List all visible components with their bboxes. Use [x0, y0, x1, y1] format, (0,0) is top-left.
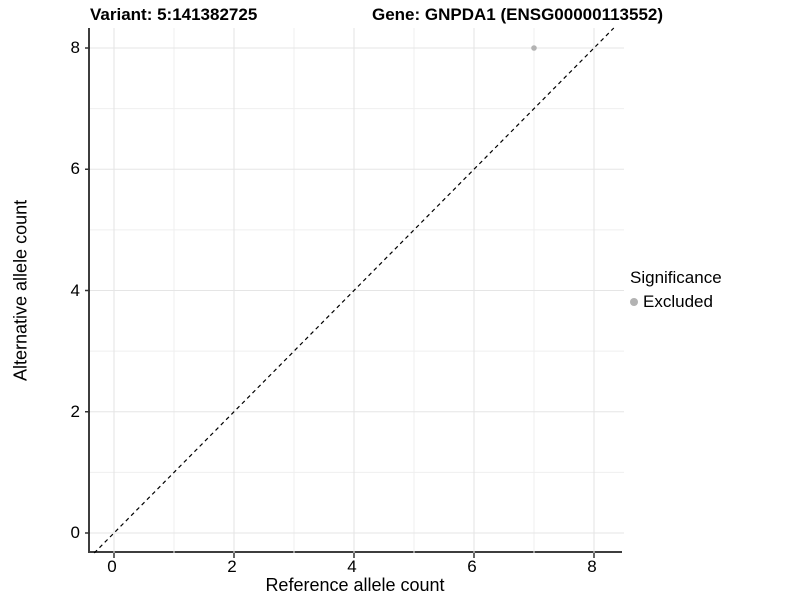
gene-title: Gene: GNPDA1 (ENSG00000113552) — [372, 5, 664, 24]
y-tick-label: 6 — [70, 159, 80, 179]
variant-title: Variant: 5:141382725 — [90, 5, 258, 24]
x-tick-label: 4 — [347, 557, 357, 576]
legend-item-label: Excluded — [643, 292, 713, 311]
legend-title: Significance — [630, 268, 722, 287]
legend: Significance Excluded — [630, 268, 722, 312]
identity-line — [93, 27, 615, 554]
y-axis-title: Alternative allele count — [10, 199, 31, 382]
legend-item-excluded: Excluded — [630, 292, 722, 312]
y-tick-label: 0 — [70, 522, 80, 542]
excluded-point-icon — [630, 298, 638, 306]
y-tick-label: 8 — [70, 38, 80, 57]
plot-panel — [85, 27, 624, 558]
y-tick-label: 4 — [70, 280, 80, 300]
x-tick-label: 0 — [107, 557, 117, 576]
x-axis-title: Reference allele count — [265, 575, 445, 595]
data-point — [531, 45, 537, 51]
x-tick-label: 6 — [467, 557, 477, 576]
x-tick-label: 2 — [227, 557, 237, 576]
y-tick-label: 2 — [70, 401, 80, 421]
plot-canvas — [85, 27, 624, 558]
x-tick-label: 8 — [587, 557, 597, 576]
